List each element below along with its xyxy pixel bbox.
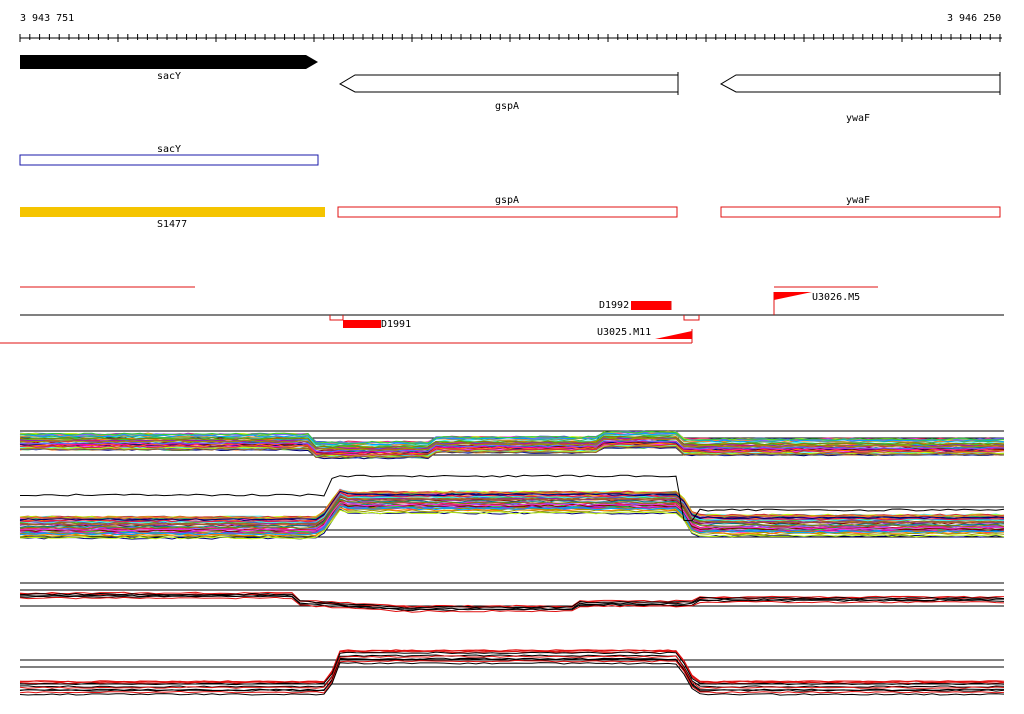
gene-arrow-ywaF[interactable] (719, 74, 1001, 93)
expression-panel-2 (19, 474, 1005, 540)
expression-profile-line (19, 439, 1005, 453)
expression-profile-line (19, 499, 1005, 530)
s1477-feature-bar[interactable] (20, 207, 325, 217)
expression-profile-line (19, 596, 1005, 613)
s1477-label: S1477 (157, 219, 188, 230)
blue-feature-box[interactable] (19, 154, 319, 166)
expression-profile-line (19, 657, 1005, 692)
ywaF-feature-box[interactable] (720, 206, 1001, 218)
ywaF-track-label: ywaF (846, 195, 871, 206)
expression-profile-line (19, 662, 1005, 696)
expression-profile-line (19, 659, 1005, 694)
expression-profile-line (20, 649, 1005, 683)
u3025-label: U3025.M11 (597, 327, 652, 338)
expression-profile-line (19, 492, 1005, 524)
d1991-label: D1991 (381, 319, 412, 330)
expression-profile-line (19, 437, 1005, 451)
expression-profile-line (19, 650, 1005, 685)
expression-profile-line (20, 474, 1005, 522)
u3026-label: U3026.M5 (812, 292, 861, 303)
expression-profile-line (19, 501, 1005, 532)
expression-profile-line (19, 491, 1005, 523)
expression-profile-line (19, 655, 1005, 689)
expression-profile-line (19, 505, 1005, 536)
d1991-marker[interactable] (343, 320, 381, 328)
expression-panel-1 (19, 430, 1005, 460)
u3026-promoter-flag[interactable] (774, 292, 812, 300)
expression-profile-line (19, 442, 1005, 455)
terminator-bracket (329, 315, 344, 321)
expression-profile-line (19, 489, 1005, 520)
expression-profile-line (19, 490, 1005, 522)
expression-profile-line (19, 435, 1005, 449)
ruler-start-label: 3 943 751 (20, 13, 75, 24)
expression-profile-line (19, 509, 1005, 540)
gene-arrow-gspA[interactable] (338, 74, 679, 93)
gspA-track-label: gspA (495, 195, 520, 206)
expression-profile-line (19, 592, 1005, 609)
promoter-bracket (683, 315, 700, 321)
gene-label-gspA: gspA (495, 101, 520, 112)
u3025-promoter-flag[interactable] (655, 331, 692, 339)
expression-panel-4 (19, 649, 1005, 696)
gene-label-sacY: sacY (157, 71, 182, 82)
expression-profile-line (19, 651, 1005, 686)
feature-track (0, 286, 1004, 344)
expression-profile-line (19, 649, 1005, 683)
expression-profile-line (19, 498, 1005, 528)
gene-track (20, 55, 1001, 95)
gspA-feature-box[interactable] (337, 206, 678, 218)
expression-profile-line (19, 445, 1005, 458)
d1992-label: D1992 (599, 300, 630, 311)
transcript-track (20, 206, 1001, 218)
coordinate-ruler (19, 34, 1002, 42)
expression-profile-line (19, 594, 1004, 610)
expression-profile-line (19, 443, 1005, 457)
expression-profile-line (19, 495, 1005, 526)
ruler-ticks (19, 34, 1001, 42)
blue-track-label: sacY (157, 144, 182, 155)
expression-profile-line (19, 494, 1005, 525)
gene-label-ywaF: ywaF (846, 113, 871, 124)
d1992-marker[interactable] (631, 301, 671, 310)
expression-profile-line (19, 432, 1005, 446)
ruler-end-label: 3 946 250 (947, 13, 1002, 24)
expression-profile-line (19, 445, 1005, 459)
gene-arrow-sacY[interactable] (20, 55, 318, 69)
expression-profile-line (19, 430, 1005, 444)
expression-profile-line (19, 591, 1004, 608)
expression-panel-3 (19, 582, 1005, 613)
expression-profile-line (19, 440, 1004, 454)
